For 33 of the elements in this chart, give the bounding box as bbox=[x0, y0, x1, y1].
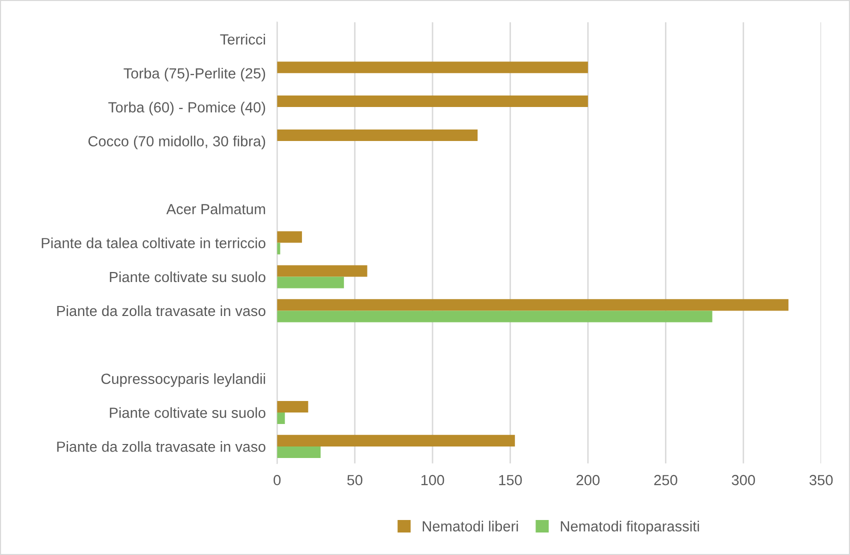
legend-label: Nematodi liberi bbox=[422, 520, 518, 532]
x-tick-label: 250 bbox=[654, 474, 678, 486]
x-tick-label: 200 bbox=[576, 474, 600, 486]
y-tick-label: Cocco (70 midollo, 30 fibra) bbox=[88, 136, 266, 150]
y-tick-label: Acer Palmatum bbox=[166, 204, 266, 214]
bar bbox=[277, 276, 344, 288]
bar bbox=[277, 310, 712, 322]
bar bbox=[277, 412, 285, 424]
y-tick-label: Terricci bbox=[220, 34, 266, 45]
y-tick-label: Piante da zolla travasate in vaso bbox=[57, 305, 266, 316]
x-tick-label: 0 bbox=[274, 474, 281, 486]
y-tick-label: Torba (75)-Perlite (25) bbox=[124, 68, 266, 82]
x-tick-label: 150 bbox=[499, 474, 522, 486]
bar bbox=[277, 400, 308, 413]
y-tick-label: Cupressocyparis leylandii bbox=[101, 373, 266, 387]
y-tick-label: Piante coltivate su suolo bbox=[110, 271, 266, 282]
x-tick-label: 50 bbox=[347, 474, 362, 486]
y-tick-label: Piante da talea coltivate in terriccio bbox=[42, 238, 266, 248]
bar bbox=[277, 299, 788, 311]
bar bbox=[277, 96, 588, 108]
x-tick-label: 100 bbox=[421, 474, 444, 486]
legend-label: Nematodi fitoparassiti bbox=[560, 520, 699, 534]
x-tick-label: 350 bbox=[809, 474, 833, 486]
bar bbox=[277, 265, 368, 277]
bar bbox=[277, 231, 302, 243]
bar bbox=[277, 434, 515, 446]
y-tick-label: Piante da zolla travasate in vaso bbox=[57, 441, 266, 452]
bar bbox=[277, 129, 478, 141]
y-tick-label: Torba (60) - Pomice (40) bbox=[108, 102, 266, 116]
y-tick-label: Piante coltivate su suolo bbox=[110, 407, 266, 418]
bar bbox=[277, 446, 321, 458]
bar bbox=[277, 62, 588, 74]
x-tick-label: 300 bbox=[732, 474, 755, 486]
